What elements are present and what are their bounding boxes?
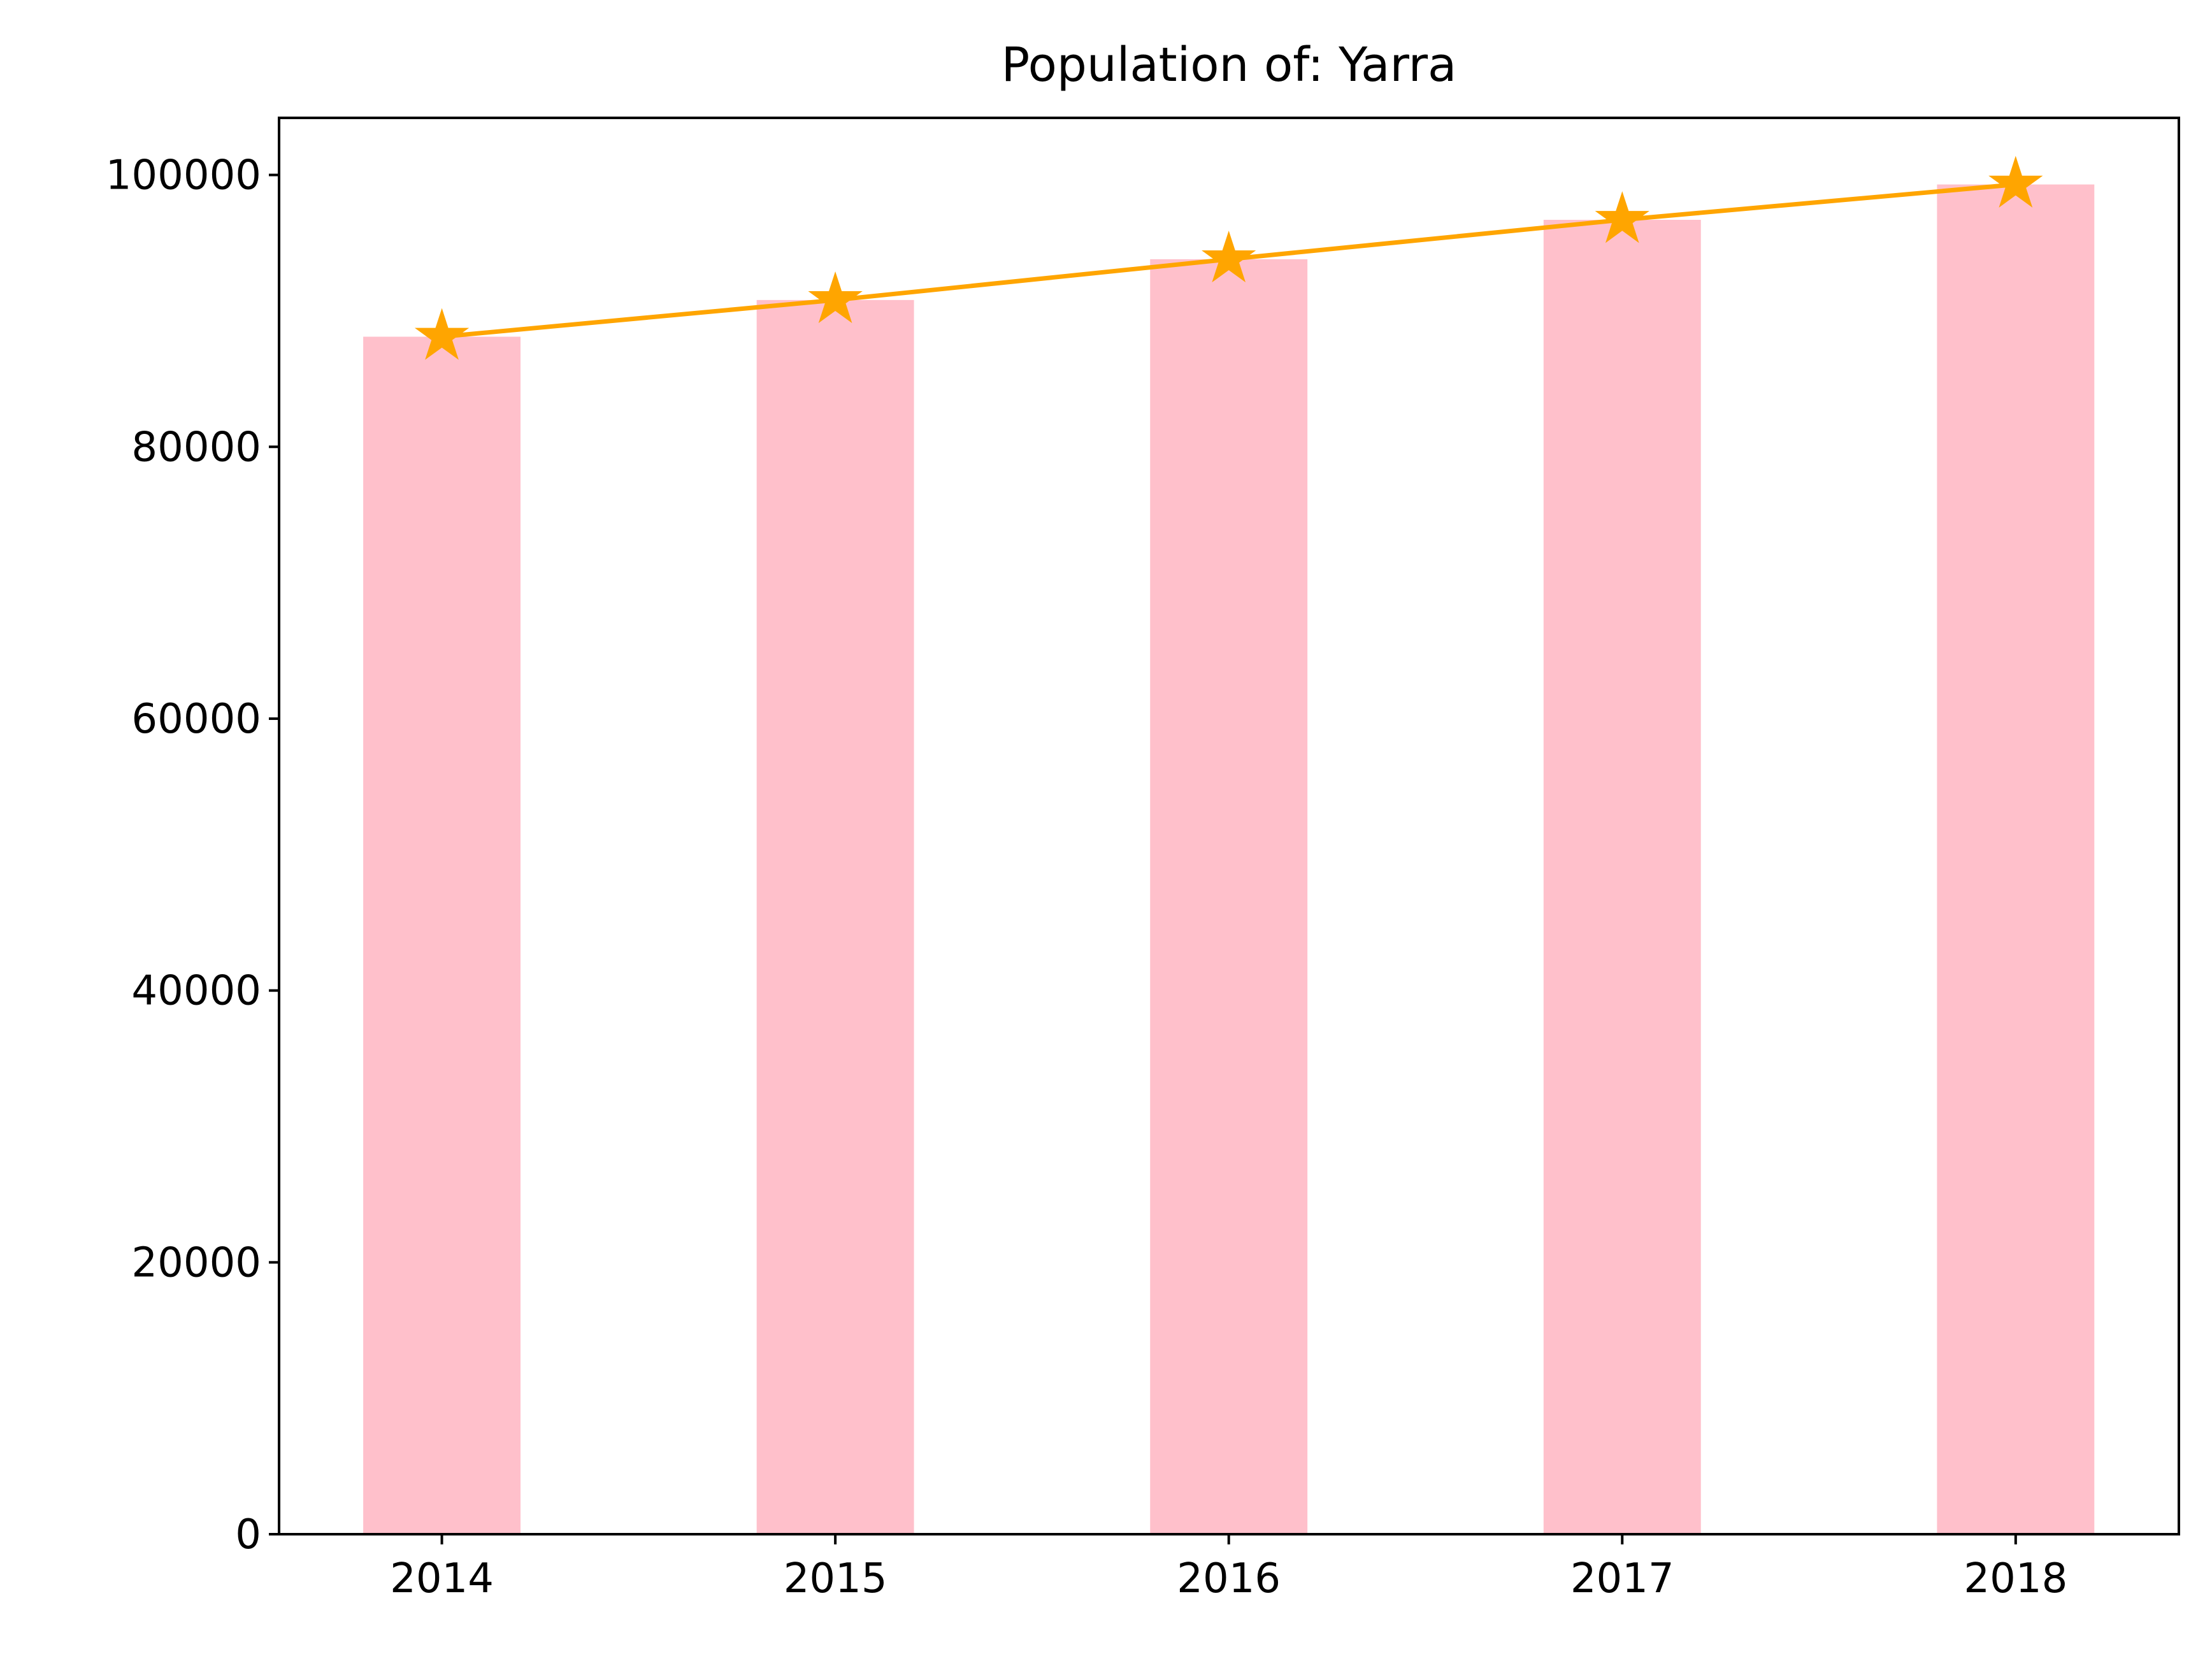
x-tick-label: 2016 [1177,1555,1281,1602]
x-tick-label: 2017 [1570,1555,1674,1602]
star-marker-2016 [1202,231,1256,283]
bars-layer [363,184,2095,1535]
bar-2015 [756,299,914,1534]
y-tick-label: 100000 [106,152,261,199]
y-tick-label: 40000 [131,968,261,1015]
x-tick-label: 2018 [1964,1555,2067,1602]
y-tick-label: 20000 [131,1239,261,1286]
chart-title: Population of: Yarra [1002,38,1457,92]
x-tick-label: 2014 [390,1555,494,1602]
x-axis: 2014 2015 2016 2017 2018 [390,1534,2067,1602]
bar-2018 [1937,184,2095,1535]
bar-2017 [1543,220,1701,1534]
star-marker-2015 [808,271,863,324]
star-marker-2014 [414,308,470,360]
y-tick-label: 80000 [131,424,261,471]
bar-2014 [363,336,521,1534]
y-tick-label: 60000 [131,696,261,743]
line-layer [414,155,2043,360]
bar-2016 [1150,259,1308,1535]
star-marker-2018 [1988,155,2043,208]
y-axis: 0 20000 40000 60000 80000 100000 [106,152,279,1558]
y-tick-label: 0 [235,1511,261,1558]
star-marker-2017 [1595,191,1649,243]
x-tick-label: 2015 [784,1555,887,1602]
